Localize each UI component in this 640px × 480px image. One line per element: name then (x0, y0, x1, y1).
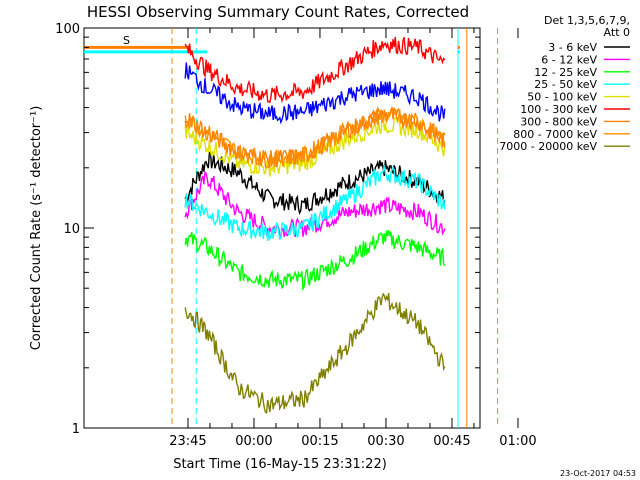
x-tick-label: 00:15 (301, 434, 338, 449)
flag-label: S (123, 34, 130, 47)
date-stamp: 23-Oct-2017 04:53 (560, 469, 636, 478)
y-tick-label: 100 (55, 22, 80, 37)
legend-entry-label: 12 - 25 keV (534, 66, 597, 79)
y-axis-label: Corrected Count Rate (s⁻¹ detector⁻¹) (29, 106, 44, 351)
legend-entry-label: 100 - 300 keV (520, 103, 597, 116)
legend-entry-label: 50 - 100 keV (527, 91, 597, 104)
legend-entry-label: 800 - 7000 keV (513, 128, 597, 141)
series-line (184, 113, 446, 177)
y-tick-label: 1 (72, 422, 80, 437)
series-line (184, 230, 446, 291)
legend-header-line: Att 0 (604, 26, 630, 39)
legend-entry-label: 25 - 50 keV (534, 78, 597, 91)
series-line (184, 165, 446, 242)
legend-header-line: Det 1,3,5,6,7,9, (544, 14, 630, 27)
chart-title: HESSI Observing Summary Count Rates, Cor… (87, 3, 469, 21)
legend-entry-label: 6 - 12 keV (541, 53, 597, 66)
x-axis-label: Start Time (16-May-15 23:31:22) (173, 457, 387, 472)
legend-entry-label: 3 - 6 keV (548, 41, 597, 54)
series-line (184, 62, 446, 125)
series-line (184, 36, 446, 104)
x-axis: 23:45 00:00 00:15 00:30 00:45 01:00 (169, 28, 537, 449)
series-line (184, 105, 446, 170)
x-tick-label: 00:30 (367, 434, 404, 449)
series-layer (184, 36, 446, 414)
legend-header: Det 1,3,5,6,7,9,Att 0 (544, 14, 630, 39)
time-markers (84, 28, 499, 428)
legend-entry-label: 300 - 800 keV (520, 115, 597, 128)
x-tick-label: 01:00 (499, 434, 536, 449)
series-line (184, 171, 446, 239)
x-tick-label: 00:00 (235, 434, 272, 449)
x-tick-label: 23:45 (169, 434, 206, 449)
y-axis: 1 10 100 (55, 22, 480, 437)
y-tick-label: 10 (63, 222, 80, 237)
legend-entry-label: 7000 - 20000 keV (499, 140, 597, 153)
x-tick-label: 00:45 (433, 434, 470, 449)
series-line (184, 292, 446, 414)
